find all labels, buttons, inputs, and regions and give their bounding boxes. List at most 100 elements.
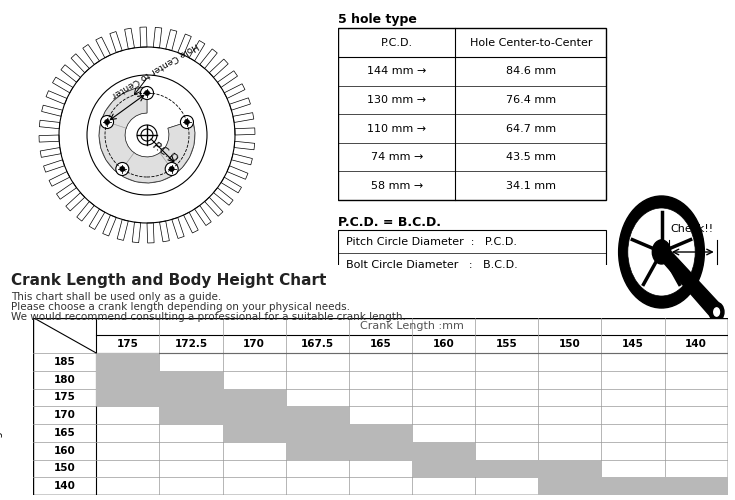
Polygon shape — [218, 71, 237, 88]
Text: Check!!: Check!! — [670, 224, 714, 234]
Polygon shape — [204, 197, 223, 216]
Text: Pitch Circle Diameter  :   P.C.D.: Pitch Circle Diameter : P.C.D. — [346, 236, 517, 246]
Polygon shape — [52, 77, 73, 93]
Polygon shape — [654, 240, 720, 320]
Text: 180: 180 — [54, 374, 76, 384]
FancyBboxPatch shape — [338, 28, 606, 200]
Polygon shape — [232, 154, 252, 165]
Text: 150: 150 — [559, 339, 581, 349]
Polygon shape — [234, 128, 255, 135]
Text: Hole Center to Center: Hole Center to Center — [110, 40, 200, 99]
Text: 150: 150 — [54, 464, 76, 473]
Circle shape — [656, 246, 667, 258]
Polygon shape — [43, 160, 65, 172]
Text: 34.1 mm: 34.1 mm — [506, 180, 556, 190]
Circle shape — [120, 166, 125, 172]
Polygon shape — [209, 59, 228, 78]
Text: 165: 165 — [370, 339, 391, 349]
Text: 84.6 mm: 84.6 mm — [506, 66, 556, 76]
Text: 140: 140 — [54, 481, 76, 491]
Text: 64.7 mm: 64.7 mm — [506, 124, 556, 134]
Polygon shape — [213, 188, 233, 206]
Polygon shape — [160, 120, 195, 174]
Text: 145: 145 — [622, 339, 644, 349]
Text: 172.5: 172.5 — [174, 339, 207, 349]
Text: P.C.D.: P.C.D. — [381, 38, 413, 48]
Polygon shape — [110, 32, 122, 52]
FancyBboxPatch shape — [96, 388, 159, 406]
Polygon shape — [39, 120, 60, 128]
FancyBboxPatch shape — [538, 460, 601, 477]
Polygon shape — [165, 30, 177, 50]
Text: 170: 170 — [243, 339, 265, 349]
Circle shape — [145, 90, 149, 96]
Text: 74 mm →: 74 mm → — [370, 152, 423, 162]
Polygon shape — [195, 206, 211, 226]
Text: 165: 165 — [54, 428, 76, 438]
Text: 110 mm →: 110 mm → — [368, 124, 426, 134]
Text: 5 hole type: 5 hole type — [338, 13, 417, 26]
Text: Height :mm: Height :mm — [0, 393, 4, 455]
Polygon shape — [200, 49, 218, 68]
Text: 160: 160 — [433, 339, 454, 349]
Polygon shape — [57, 182, 76, 199]
Polygon shape — [154, 28, 162, 48]
FancyBboxPatch shape — [159, 388, 223, 406]
Text: P.C.D: P.C.D — [151, 140, 179, 166]
FancyBboxPatch shape — [96, 371, 159, 388]
Text: This chart shall be used only as a guide.: This chart shall be used only as a guide… — [11, 292, 221, 302]
FancyBboxPatch shape — [33, 318, 728, 495]
Text: Crank Length and Body Height Chart: Crank Length and Body Height Chart — [11, 272, 326, 287]
Polygon shape — [140, 27, 147, 47]
FancyBboxPatch shape — [223, 388, 286, 406]
Circle shape — [628, 208, 695, 296]
FancyBboxPatch shape — [475, 460, 538, 477]
FancyBboxPatch shape — [223, 424, 286, 442]
FancyBboxPatch shape — [412, 442, 475, 460]
Circle shape — [619, 196, 704, 308]
Text: 175: 175 — [117, 339, 139, 349]
Polygon shape — [221, 177, 242, 193]
Polygon shape — [189, 40, 205, 61]
Polygon shape — [227, 166, 248, 179]
Polygon shape — [233, 112, 254, 122]
Circle shape — [141, 129, 153, 141]
Text: 76.4 mm: 76.4 mm — [506, 95, 556, 105]
FancyBboxPatch shape — [338, 230, 606, 276]
Text: 185: 185 — [54, 357, 76, 367]
FancyBboxPatch shape — [286, 424, 349, 442]
Polygon shape — [96, 37, 110, 58]
Text: Crank Length :mm: Crank Length :mm — [360, 322, 464, 332]
Circle shape — [140, 86, 154, 100]
Text: Hole Center-to-Center: Hole Center-to-Center — [470, 38, 592, 48]
Text: 160: 160 — [54, 446, 76, 456]
Polygon shape — [234, 142, 255, 150]
Polygon shape — [61, 64, 81, 82]
FancyBboxPatch shape — [349, 442, 412, 460]
Polygon shape — [99, 87, 195, 183]
Text: 155: 155 — [496, 339, 517, 349]
Polygon shape — [229, 98, 251, 110]
Polygon shape — [125, 28, 135, 49]
Text: 130 mm →: 130 mm → — [368, 95, 426, 105]
Polygon shape — [103, 215, 116, 236]
Text: We would recommend consulting a professional for a suitable crank length.: We would recommend consulting a professi… — [11, 312, 406, 322]
Polygon shape — [76, 202, 94, 221]
Polygon shape — [172, 218, 184, 238]
Text: 167.5: 167.5 — [301, 339, 334, 349]
Circle shape — [116, 162, 129, 175]
Text: 170: 170 — [54, 410, 76, 420]
FancyBboxPatch shape — [223, 406, 286, 424]
Polygon shape — [66, 192, 85, 211]
FancyBboxPatch shape — [286, 406, 349, 424]
Polygon shape — [40, 148, 61, 158]
Text: Please choose a crank length depending on your physical needs.: Please choose a crank length depending o… — [11, 302, 350, 312]
Polygon shape — [147, 223, 154, 243]
Circle shape — [653, 240, 670, 264]
Polygon shape — [89, 209, 105, 230]
FancyBboxPatch shape — [159, 406, 223, 424]
FancyBboxPatch shape — [538, 477, 601, 495]
Polygon shape — [99, 120, 134, 174]
Polygon shape — [224, 84, 245, 98]
FancyBboxPatch shape — [664, 477, 728, 495]
